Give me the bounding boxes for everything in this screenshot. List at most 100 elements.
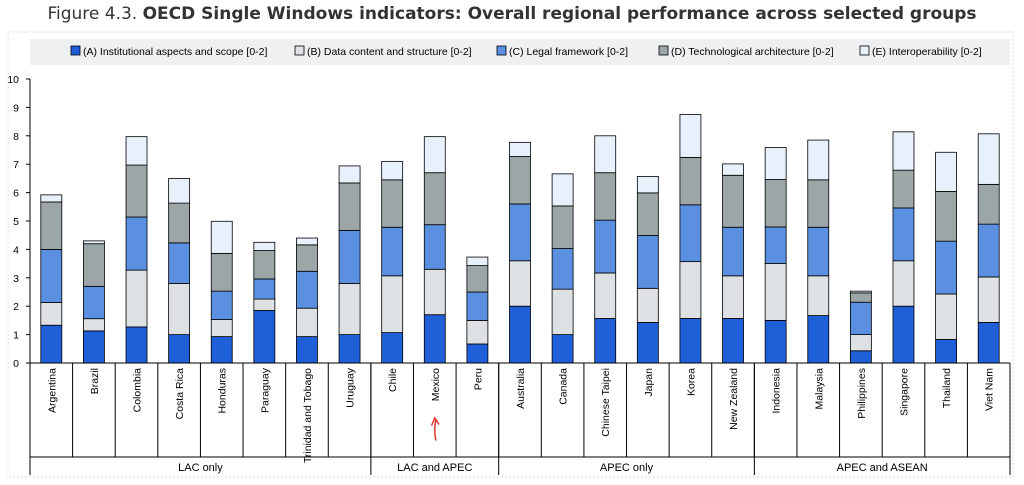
bar-segment (594, 272, 617, 319)
bar-segment (125, 216, 148, 271)
bar-segment (764, 226, 787, 265)
bar-segment (764, 319, 787, 364)
bar-segment (296, 244, 318, 272)
bar-segment (849, 301, 872, 335)
legend-swatch (859, 45, 870, 56)
x-tick-label: Thailand (941, 368, 953, 408)
bar-segment (210, 319, 233, 337)
bar-segment (509, 203, 531, 262)
bar-segment (253, 310, 276, 364)
bar-segment (423, 268, 446, 316)
bar-segment (722, 318, 744, 364)
bar-segment (935, 240, 957, 295)
bar-segment (253, 278, 276, 300)
x-tick-label: Uruguay (345, 367, 357, 407)
bar-segment (807, 179, 830, 228)
legend-swatch (658, 45, 669, 56)
bar-segment (807, 275, 830, 316)
x-tick-label: Canada (558, 368, 570, 405)
bar-segment (764, 179, 787, 228)
bar-segment (210, 252, 233, 292)
x-tick-label: Chinese Taipei (600, 368, 612, 437)
bar-segment (935, 191, 957, 242)
bar-segment (338, 283, 361, 336)
legend-swatch (294, 45, 305, 56)
bar-segment (338, 165, 361, 184)
bar-segment (210, 336, 233, 364)
legend-label: (C) Legal framework [0-2] (509, 46, 628, 58)
y-tick-label: 4 (13, 244, 19, 256)
y-tick-label: 5 (13, 216, 19, 228)
legend-label: (B) Data content and structure [0-2] (307, 46, 472, 58)
bar-segment (509, 156, 531, 205)
bar-segment (849, 290, 872, 294)
y-tick-label: 1 (13, 330, 19, 342)
y-tick-label: 8 (13, 131, 19, 143)
bar-segment (338, 182, 361, 231)
bar-segment (935, 293, 957, 340)
x-tick-label: Argentina (46, 368, 58, 413)
group-label: APEC and ASEAN (837, 462, 928, 474)
bar-segment (551, 205, 574, 249)
figure-title: OECD Single Windows indicators: Overall … (142, 4, 977, 24)
bar-segment (168, 334, 191, 364)
x-tick-label: Malaysia (813, 368, 825, 410)
x-tick-label: Peru (472, 368, 484, 390)
bar-segment (509, 305, 531, 364)
x-tick-label: Japan (643, 368, 655, 397)
bar-segment (466, 265, 489, 293)
bar-segment (125, 136, 148, 166)
bar-segment (381, 179, 404, 228)
bar-segment (551, 248, 574, 290)
bar-segment (40, 194, 63, 203)
bar-segment (210, 290, 233, 320)
bar-segment (892, 305, 915, 364)
annotation-arrow (431, 416, 440, 441)
bar-segment (125, 164, 148, 218)
chart-title: Figure 4.3. OECD Single Windows indicato… (0, 4, 1024, 24)
legend-label: (D) Technological architecture [0-2] (671, 46, 834, 58)
bar-segment (849, 350, 872, 364)
bar-segment (296, 307, 318, 337)
bar-segment (338, 334, 361, 364)
bar-segment (381, 160, 404, 181)
bar-segment (722, 163, 744, 176)
bar-segment (338, 229, 361, 284)
bar-segment (125, 326, 148, 364)
bar-segment (381, 226, 404, 277)
bar-segment (977, 321, 1000, 364)
bar-segment (40, 302, 63, 326)
bar-segment (594, 219, 617, 274)
x-tick-label: Trinidad and Tobago (302, 368, 314, 463)
x-tick-label: Indonesia (771, 368, 783, 414)
x-tick-label: Costa Rica (174, 368, 186, 420)
bar-segment (594, 318, 617, 364)
bar-segment (636, 235, 659, 289)
bar-segment (594, 172, 617, 221)
x-tick-label: Chile (387, 368, 399, 392)
bar-segment (83, 243, 105, 287)
bar-segment (296, 336, 318, 364)
bar-segment (168, 283, 191, 336)
bar-segment (40, 248, 63, 303)
group-label: LAC only (178, 462, 223, 474)
bar-segment (466, 291, 489, 321)
legend-label: (E) Interoperability [0-2] (872, 46, 982, 58)
group-label: LAC and APEC (397, 462, 472, 474)
x-tick-label: Paraguay (259, 367, 271, 413)
bar-segment (509, 260, 531, 307)
bar-segment (722, 174, 744, 228)
legend-swatch (70, 45, 81, 56)
bar-segment (977, 223, 1000, 278)
bar-segment (83, 318, 105, 332)
bar-segment (977, 133, 1000, 185)
bar-segment (551, 173, 574, 207)
bar-segment (253, 241, 276, 251)
x-tick-label: Brazil (89, 368, 101, 394)
bar-segment (636, 176, 659, 194)
bar-segment (381, 275, 404, 334)
x-tick-label: Singapore (898, 368, 910, 416)
bar-segment (722, 226, 744, 277)
bar-segment (253, 250, 276, 280)
